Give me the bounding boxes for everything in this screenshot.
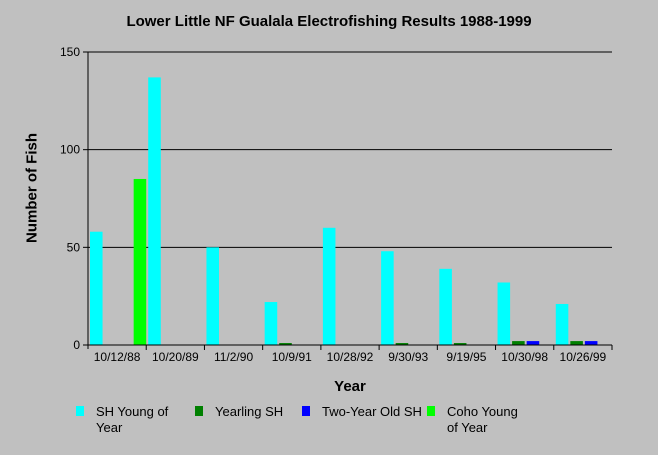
bar	[381, 251, 394, 345]
y-tick-label: 150	[60, 45, 80, 59]
bar	[497, 282, 511, 345]
x-tick-label: 10/26/99	[560, 350, 607, 364]
plot-area	[88, 52, 612, 345]
x-tick-label: 11/2/90	[214, 350, 253, 364]
legend-item-sh-young: SH Young of Year	[76, 404, 196, 436]
chart: 0 50 100 150 10/12/88 10/20/89 11/2/90 10/9/91 1…	[60, 45, 613, 364]
legend-swatch-sh-young	[76, 406, 84, 416]
bar	[453, 343, 467, 345]
bar	[264, 302, 278, 345]
legend-item-coho-young: Coho Young of Year	[427, 404, 527, 436]
legend-swatch-two-year-sh	[302, 406, 310, 416]
legend-swatch-coho-young	[427, 406, 435, 416]
y-tick-label: 100	[60, 143, 80, 157]
bar	[439, 268, 452, 345]
bar	[555, 303, 569, 345]
bar	[90, 231, 103, 345]
legend-item-yearling-sh: Yearling SH	[195, 404, 315, 420]
x-tick-label: 10/20/89	[152, 350, 199, 364]
bar	[526, 341, 540, 345]
bar	[584, 341, 598, 345]
legend-label-sh-young: SH Young of Year	[96, 404, 169, 435]
legend-label-two-year-sh: Two-Year Old SH	[322, 404, 422, 419]
legend-item-two-year-sh: Two-Year Old SH	[302, 404, 422, 420]
bar	[570, 341, 583, 345]
bar	[279, 343, 292, 345]
bar	[133, 178, 147, 345]
y-tick-label: 50	[67, 240, 81, 254]
x-tick-label: 10/12/88	[94, 350, 141, 364]
y-axis-label: Number of Fish	[23, 132, 41, 244]
bar	[512, 341, 525, 345]
bar	[206, 247, 219, 345]
legend-label-yearling-sh: Yearling SH	[215, 404, 284, 419]
y-tick-label: 0	[73, 338, 80, 352]
bar	[148, 77, 161, 345]
x-tick-label: 10/28/92	[327, 350, 374, 364]
legend-label-coho-young: Coho Young of Year	[447, 404, 518, 435]
x-tick-label: 9/19/95	[446, 350, 486, 364]
bar	[395, 343, 409, 345]
x-axis-label: Year	[334, 378, 366, 395]
legend-swatch-yearling-sh	[195, 406, 203, 416]
x-tick-label: 10/30/98	[501, 350, 548, 364]
x-tick-label: 10/9/91	[272, 350, 312, 364]
x-tick-label: 9/30/93	[388, 350, 428, 364]
bar	[322, 227, 336, 345]
chart-title: Lower Little NF Gualala Electrofishing R…	[126, 13, 532, 30]
